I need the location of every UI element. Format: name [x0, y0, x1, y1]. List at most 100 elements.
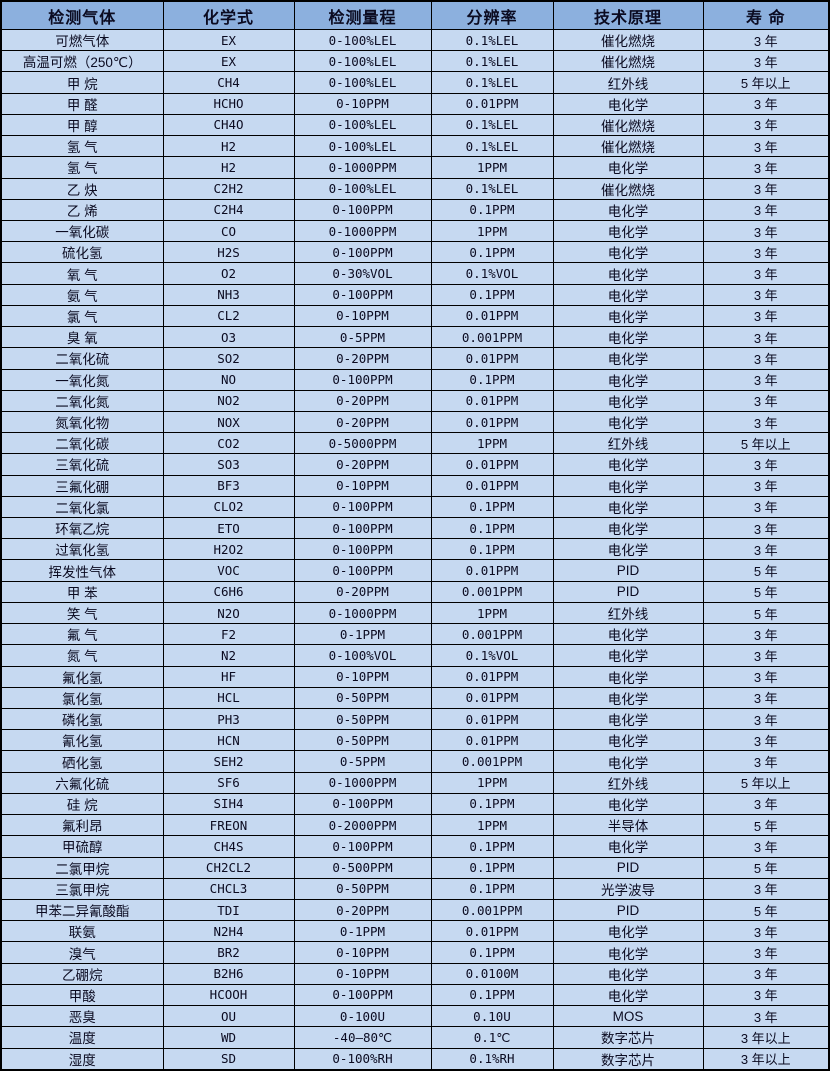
- cell-lifespan: 3 年: [702, 686, 830, 710]
- cell-principle: 电化学: [552, 410, 704, 434]
- cell-gas: 环氧乙烷: [0, 517, 164, 540]
- cell-gas: 硫化氢: [0, 241, 164, 264]
- cell-formula: FREON: [162, 814, 295, 837]
- table-row: 三氟化硼 BF3 0-10PPM 0.01PPM 电化学 3 年: [0, 474, 830, 497]
- table-row: 磷化氢 PH3 0-50PPM 0.01PPM 电化学 3 年: [0, 707, 830, 731]
- cell-gas: 可燃气体: [0, 28, 164, 52]
- table-row: 硅 烷 SIH4 0-100PPM 0.1PPM 电化学 3 年: [0, 792, 830, 816]
- cell-lifespan: 3 年: [702, 262, 830, 285]
- cell-gas: 乙 烯: [0, 198, 164, 221]
- cell-formula: B2H6: [162, 962, 295, 985]
- table-row: 二氧化碳 CO2 0-5000PPM 1PPM 红外线 5 年以上: [0, 432, 830, 455]
- cell-formula: BR2: [162, 941, 295, 964]
- cell-range: 0-100PPM: [293, 241, 432, 264]
- table-row: 甲 醇 CH4O 0-100%LEL 0.1%LEL 催化燃烧 3 年: [0, 113, 830, 137]
- cell-principle: 催化燃烧: [552, 135, 704, 158]
- cell-resolution: 0.1PPM: [430, 198, 554, 221]
- cell-formula: N2O: [162, 601, 295, 625]
- cell-principle: PID: [552, 559, 704, 582]
- cell-gas: 三氟化硼: [0, 474, 164, 497]
- cell-formula: H2S: [162, 241, 295, 264]
- cell-range: 0-100PPM: [293, 368, 432, 391]
- cell-range: 0-100%VOL: [293, 644, 432, 667]
- cell-resolution: 0.001PPM: [430, 326, 554, 349]
- cell-range: 0-100%LEL: [293, 113, 432, 137]
- table-row: 甲 醛 HCHO 0-10PPM 0.01PPM 电化学 3 年: [0, 92, 830, 115]
- cell-lifespan: 3 年: [702, 665, 830, 688]
- cell-formula: EX: [162, 28, 295, 52]
- cell-gas: 一氧化碳: [0, 219, 164, 243]
- table-row: 氯 气 CL2 0-10PPM 0.01PPM 电化学 3 年: [0, 304, 830, 328]
- cell-principle: 电化学: [552, 347, 704, 370]
- cell-range: 0-2000PPM: [293, 814, 432, 837]
- cell-resolution: 0.1PPM: [430, 495, 554, 519]
- cell-lifespan: 3 年: [702, 962, 830, 985]
- cell-gas: 六氟化硫: [0, 771, 164, 794]
- cell-lifespan: 3 年: [702, 729, 830, 752]
- cell-range: 0-100PPM: [293, 517, 432, 540]
- cell-gas: 三氯甲烷: [0, 877, 164, 900]
- cell-resolution: 0.1PPM: [430, 792, 554, 816]
- cell-range: 0-100%LEL: [293, 135, 432, 158]
- table-row: 湿度 SD 0-100%RH 0.1%RH 数字芯片 3 年以上: [0, 1047, 830, 1071]
- cell-range: 0-10PPM: [293, 941, 432, 964]
- table-row: 三氧化硫 SO3 0-20PPM 0.01PPM 电化学 3 年: [0, 453, 830, 476]
- cell-lifespan: 5 年以上: [702, 432, 830, 455]
- cell-range: 0-100%LEL: [293, 28, 432, 52]
- cell-range: 0-100%RH: [293, 1047, 432, 1071]
- cell-principle: 电化学: [552, 495, 704, 519]
- cell-resolution: 0.01PPM: [430, 920, 554, 943]
- cell-gas: 氟 气: [0, 623, 164, 646]
- cell-resolution: 0.001PPM: [430, 623, 554, 646]
- cell-range: 0-20PPM: [293, 580, 432, 603]
- cell-gas: 氯化氢: [0, 686, 164, 710]
- cell-resolution: 0.01PPM: [430, 686, 554, 710]
- cell-resolution: 0.01PPM: [430, 453, 554, 476]
- cell-gas: 二氧化氯: [0, 495, 164, 519]
- table-row: 氮氧化物 NOX 0-20PPM 0.01PPM 电化学 3 年: [0, 410, 830, 434]
- cell-resolution: 0.1PPM: [430, 983, 554, 1007]
- cell-principle: PID: [552, 898, 704, 922]
- cell-range: 0-5000PPM: [293, 432, 432, 455]
- cell-formula: VOC: [162, 559, 295, 582]
- table-row: 氧 气 O2 0-30%VOL 0.1%VOL 电化学 3 年: [0, 262, 830, 285]
- cell-range: 0-1000PPM: [293, 219, 432, 243]
- cell-formula: CH2CL2: [162, 856, 295, 879]
- cell-gas: 氰化氢: [0, 729, 164, 752]
- cell-principle: 电化学: [552, 750, 704, 773]
- table-row: 环氧乙烷 ETO 0-100PPM 0.1PPM 电化学 3 年: [0, 517, 830, 540]
- cell-principle: 红外线: [552, 71, 704, 94]
- cell-principle: 红外线: [552, 432, 704, 455]
- table-row: 乙 烯 C2H4 0-100PPM 0.1PPM 电化学 3 年: [0, 198, 830, 221]
- cell-range: 0-100PPM: [293, 792, 432, 816]
- cell-resolution: 0.0100M: [430, 962, 554, 985]
- cell-gas: 恶臭: [0, 1005, 164, 1028]
- table-row: 联氨 N2H4 0-1PPM 0.01PPM 电化学 3 年: [0, 920, 830, 943]
- cell-lifespan: 3 年: [702, 113, 830, 137]
- cell-formula: SEH2: [162, 750, 295, 773]
- table-row: 六氟化硫 SF6 0-1000PPM 1PPM 红外线 5 年以上: [0, 771, 830, 794]
- cell-lifespan: 5 年: [702, 580, 830, 603]
- cell-resolution: 0.1%VOL: [430, 262, 554, 285]
- table-row: 氰化氢 HCN 0-50PPM 0.01PPM 电化学 3 年: [0, 729, 830, 752]
- cell-gas: 湿度: [0, 1047, 164, 1071]
- table-row: 氟 气 F2 0-1PPM 0.001PPM 电化学 3 年: [0, 623, 830, 646]
- cell-gas: 硒化氢: [0, 750, 164, 773]
- cell-formula: HCN: [162, 729, 295, 752]
- cell-formula: H2O2: [162, 538, 295, 561]
- cell-formula: EX: [162, 50, 295, 73]
- cell-gas: 磷化氢: [0, 707, 164, 731]
- cell-range: 0-5PPM: [293, 750, 432, 773]
- cell-formula: CO2: [162, 432, 295, 455]
- cell-lifespan: 3 年: [702, 707, 830, 731]
- cell-range: 0-20PPM: [293, 453, 432, 476]
- cell-gas: 氢 气: [0, 135, 164, 158]
- cell-lifespan: 3 年: [702, 241, 830, 264]
- cell-principle: 电化学: [552, 219, 704, 243]
- cell-principle: 电化学: [552, 241, 704, 264]
- cell-range: 0-10PPM: [293, 304, 432, 328]
- table-row: 氟化氢 HF 0-10PPM 0.01PPM 电化学 3 年: [0, 665, 830, 688]
- cell-gas: 氨 气: [0, 283, 164, 306]
- cell-gas: 甲 苯: [0, 580, 164, 603]
- cell-principle: 催化燃烧: [552, 50, 704, 73]
